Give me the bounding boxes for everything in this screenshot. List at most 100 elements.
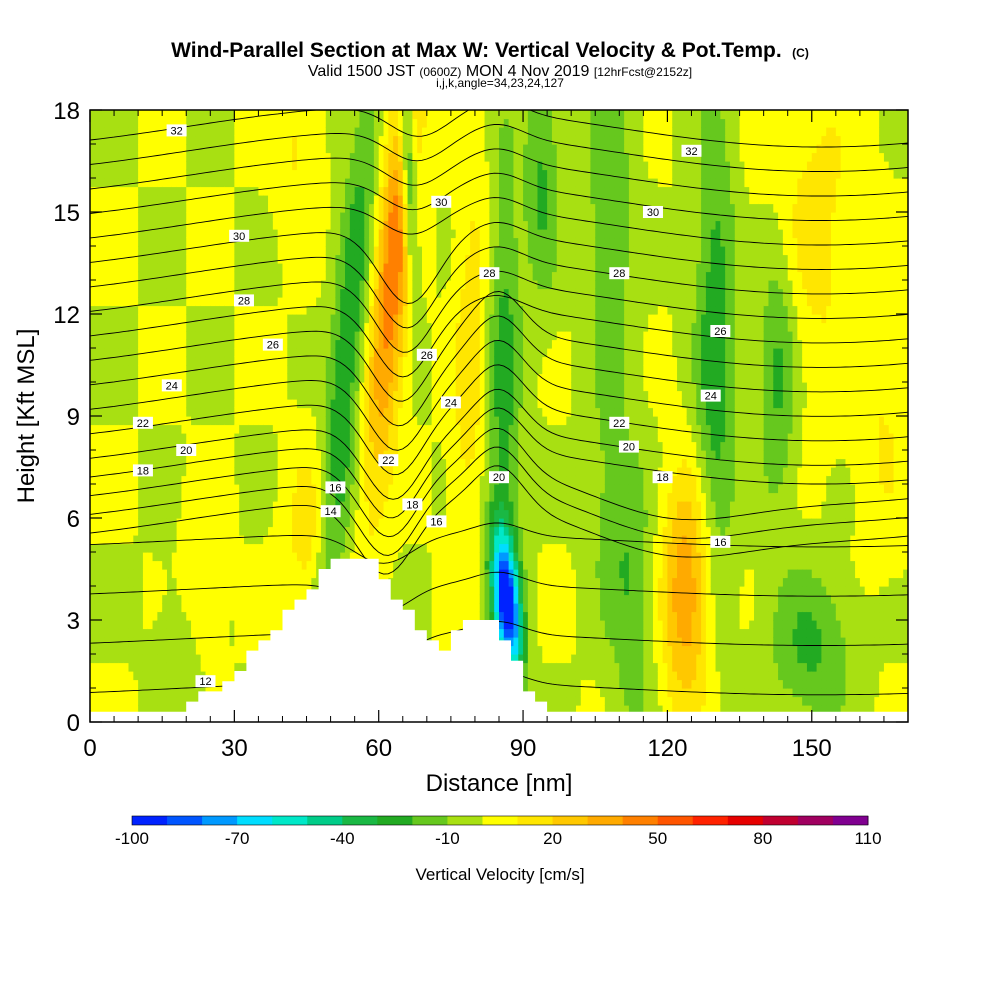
field-cell xyxy=(325,543,332,553)
field-cell xyxy=(157,509,163,519)
field-cell xyxy=(330,161,336,171)
field-cell xyxy=(354,424,361,434)
field-cell xyxy=(272,348,279,358)
field-cell xyxy=(378,288,385,298)
field-cell xyxy=(181,492,187,502)
field-cell xyxy=(171,339,178,349)
field-cell xyxy=(253,212,260,222)
field-cell xyxy=(253,433,260,443)
field-cell xyxy=(369,552,375,562)
field-cell xyxy=(224,195,231,205)
field-cell xyxy=(272,144,279,154)
field-cell xyxy=(277,441,284,451)
field-cell xyxy=(239,305,245,315)
field-cell xyxy=(292,229,298,239)
field-cell xyxy=(335,492,341,502)
field-cell xyxy=(104,390,110,400)
field-cell xyxy=(142,382,149,392)
field-cell xyxy=(109,254,115,264)
field-cell xyxy=(123,688,130,698)
field-cell xyxy=(90,399,96,409)
field-cell xyxy=(99,458,106,468)
field-cell xyxy=(378,492,385,502)
field-cell xyxy=(340,331,346,341)
field-cell xyxy=(210,382,216,392)
field-cell xyxy=(104,603,110,613)
field-cell xyxy=(325,331,332,341)
field-cell xyxy=(239,339,245,349)
field-cell xyxy=(272,416,279,426)
field-cell xyxy=(393,399,399,409)
field-cell xyxy=(320,322,327,332)
field-cell xyxy=(364,492,370,502)
field-cell xyxy=(316,424,322,434)
field-cell xyxy=(272,229,279,239)
field-cell xyxy=(152,441,158,451)
field-cell xyxy=(311,254,317,264)
field-cell xyxy=(138,348,144,358)
field-cell xyxy=(349,348,356,358)
field-cell xyxy=(268,127,274,137)
field-cell xyxy=(152,577,158,587)
field-cell xyxy=(171,169,178,179)
field-cell xyxy=(340,450,346,460)
field-cell xyxy=(248,441,255,451)
field-cell xyxy=(152,688,158,698)
field-cell xyxy=(152,365,158,375)
field-cell xyxy=(417,339,423,349)
field-cell xyxy=(128,450,134,460)
field-cell xyxy=(340,144,346,154)
field-cell xyxy=(176,705,183,715)
field-cell xyxy=(369,322,375,332)
field-cell xyxy=(162,229,168,239)
field-cell xyxy=(263,356,269,366)
field-cell xyxy=(90,305,96,315)
field-cell xyxy=(345,509,351,519)
field-cell xyxy=(210,450,216,460)
field-cell xyxy=(388,509,394,519)
field-cell xyxy=(359,297,365,307)
field-cell xyxy=(142,169,149,179)
field-cell xyxy=(181,518,187,528)
field-cell xyxy=(186,577,192,587)
field-cell xyxy=(171,620,178,630)
field-cell xyxy=(349,458,356,468)
field-cell xyxy=(142,229,149,239)
field-cell xyxy=(296,526,303,536)
field-cell xyxy=(162,118,168,128)
field-cell xyxy=(345,314,351,324)
field-cell xyxy=(133,492,139,502)
field-cell xyxy=(325,144,332,154)
field-cell xyxy=(248,509,255,519)
field-cell xyxy=(359,237,365,247)
field-cell xyxy=(195,569,202,579)
field-cell xyxy=(104,492,110,502)
field-cell xyxy=(258,229,264,239)
field-cell xyxy=(258,501,264,511)
field-cell xyxy=(388,382,394,392)
field-cell xyxy=(176,611,183,621)
field-cell xyxy=(229,110,235,120)
field-cell xyxy=(109,577,115,587)
field-cell xyxy=(210,203,216,213)
field-cell xyxy=(147,110,154,120)
field-cell xyxy=(123,552,130,562)
field-cell xyxy=(287,237,293,247)
field-cell xyxy=(99,594,106,604)
field-cell xyxy=(114,322,120,332)
field-cell xyxy=(258,144,264,154)
field-cell xyxy=(109,356,115,366)
field-cell xyxy=(200,135,207,145)
field-cell xyxy=(229,543,235,553)
field-cell xyxy=(195,110,202,120)
field-cell xyxy=(369,399,375,409)
field-cell xyxy=(354,178,361,188)
field-cell xyxy=(99,178,106,188)
field-cell xyxy=(114,220,120,230)
field-cell xyxy=(340,543,346,553)
field-cell xyxy=(128,186,134,196)
field-cell xyxy=(287,161,293,171)
field-cell xyxy=(340,297,346,307)
field-cell xyxy=(316,220,322,230)
field-cell xyxy=(191,637,197,647)
